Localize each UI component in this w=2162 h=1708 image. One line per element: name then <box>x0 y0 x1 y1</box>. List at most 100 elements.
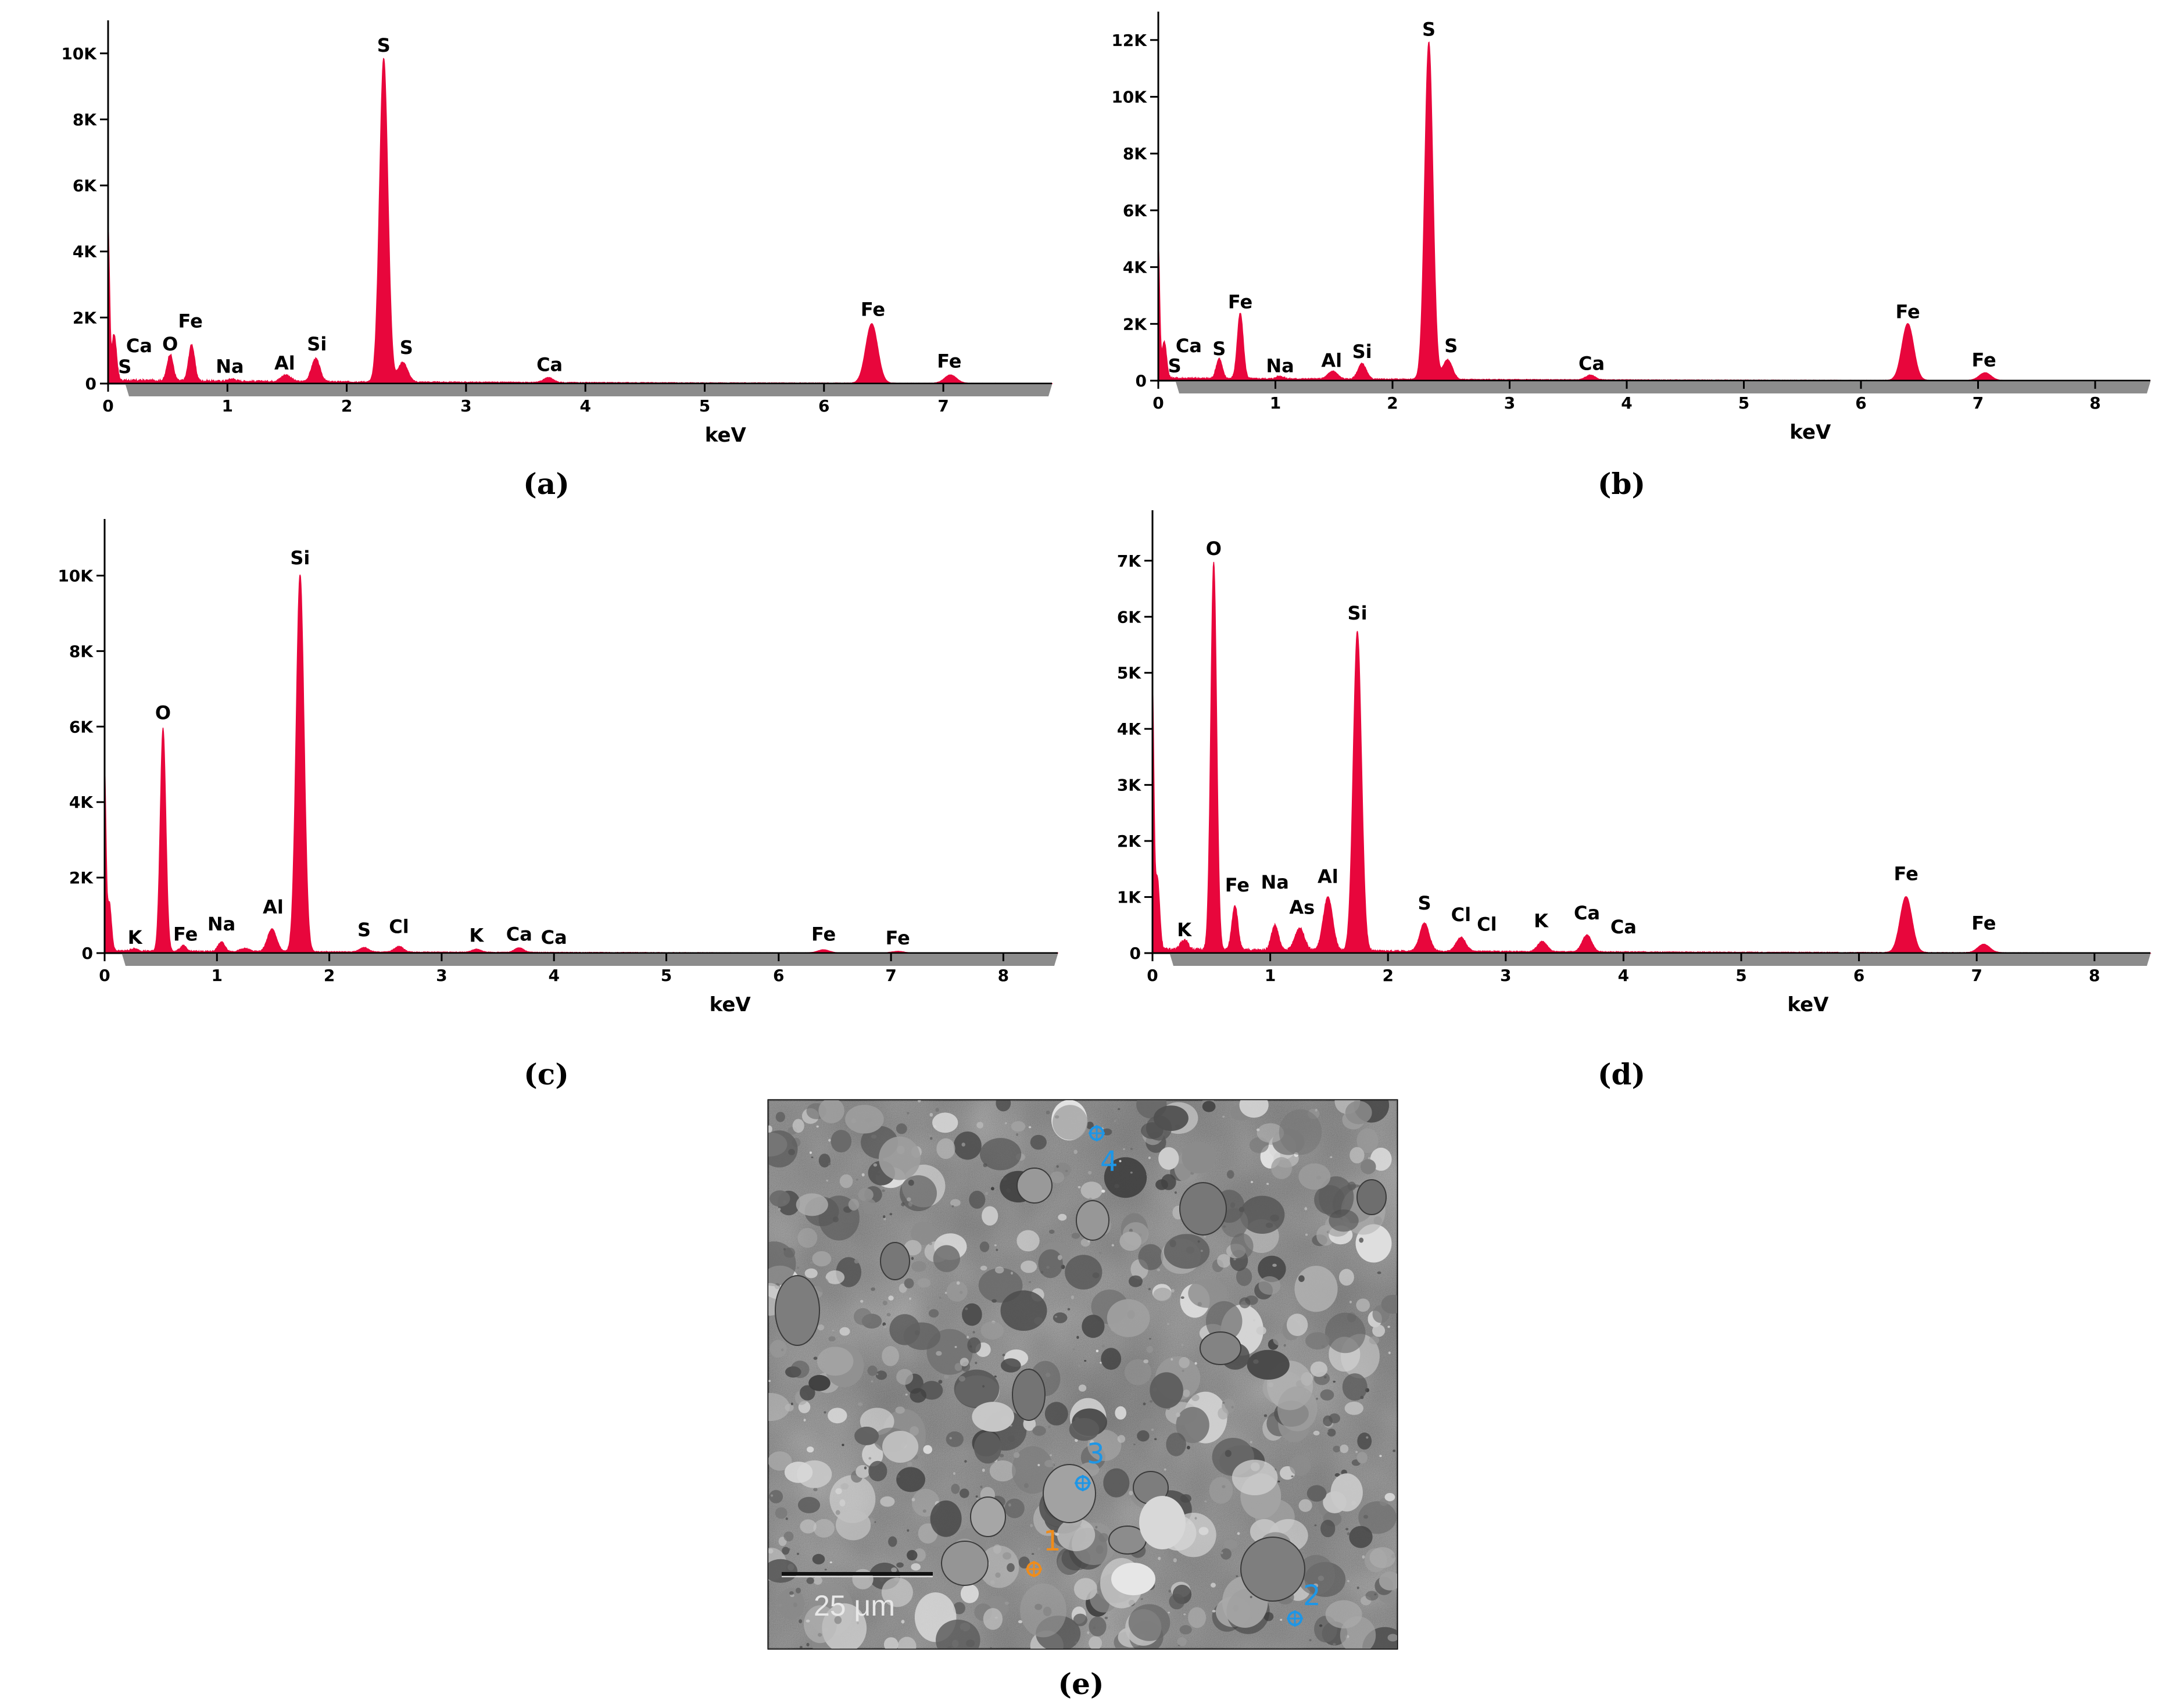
sem-particle <box>883 1637 899 1649</box>
sem-particle <box>1200 1249 1203 1252</box>
sem-particle <box>1239 1297 1251 1309</box>
sem-particle <box>1220 1548 1232 1560</box>
peak-label: Fe <box>1228 291 1252 313</box>
sem-particle <box>828 1336 836 1342</box>
sem-particle <box>989 1460 1016 1482</box>
sem-grain-large <box>1016 1168 1053 1204</box>
peak-label: S <box>1168 355 1182 377</box>
sem-particle <box>782 1546 790 1555</box>
sem-particle <box>856 1179 859 1181</box>
sem-particle <box>1096 1349 1099 1352</box>
sem-particle <box>1240 1195 1285 1234</box>
marker-2: 2 <box>1287 1580 1321 1627</box>
sem-particle <box>828 1138 831 1142</box>
sem-particle <box>1291 1475 1294 1477</box>
sem-particle <box>1310 1361 1327 1377</box>
sem-particle <box>1359 1237 1364 1243</box>
sem-particle <box>1101 1190 1105 1193</box>
sem-particle <box>828 1162 831 1165</box>
sem-particle <box>907 1112 910 1115</box>
sem-particle <box>881 1577 913 1607</box>
y-tick-label: 6K <box>1117 607 1141 626</box>
sem-particle <box>913 1548 926 1562</box>
sem-particle <box>1173 1558 1177 1563</box>
sem-particle <box>1181 1343 1184 1347</box>
sem-particle <box>1338 1269 1354 1286</box>
y-tick-label: 1K <box>1117 888 1141 907</box>
sem-particle <box>1183 1389 1190 1397</box>
sem-particle <box>1037 1547 1040 1551</box>
sem-particle <box>897 1637 917 1649</box>
sem-particle <box>1372 1324 1386 1337</box>
x-tick-label: 8 <box>2089 966 2100 985</box>
sem-particle <box>926 1306 929 1309</box>
sem-particle <box>1355 1451 1358 1453</box>
x-tick-label: 4 <box>1621 393 1632 413</box>
sem-particle <box>1333 1445 1341 1453</box>
sem-particle <box>1035 1603 1042 1610</box>
sem-particle <box>1107 1625 1111 1630</box>
sem-grain-large <box>880 1242 910 1280</box>
peak-label: Fe <box>1225 874 1250 896</box>
peak-label: S <box>1212 338 1226 360</box>
x-tick-label: 3 <box>436 966 447 985</box>
sem-particle <box>839 1174 853 1188</box>
sem-particle <box>1247 1349 1290 1380</box>
sem-particle <box>1011 1121 1026 1132</box>
sem-particle <box>954 1363 962 1372</box>
sem-particle <box>910 1388 926 1403</box>
sem-particle <box>1169 1240 1176 1248</box>
sem-particle <box>1268 1297 1272 1300</box>
sem-particle <box>1125 1359 1152 1385</box>
sem-particle <box>832 1330 835 1331</box>
peak-label: K <box>469 925 484 947</box>
x-tick-label: 1 <box>1265 966 1276 985</box>
sem-particle <box>944 1374 949 1379</box>
sem-particle <box>1174 1191 1177 1194</box>
sem-particle <box>1129 1229 1133 1233</box>
sem-particle <box>1319 1176 1354 1218</box>
sem-particle <box>1334 1473 1340 1477</box>
sem-particle <box>896 1369 914 1385</box>
sem-particle <box>1143 1402 1146 1406</box>
sem-particle <box>1057 1519 1096 1552</box>
sem-particle <box>1111 1244 1115 1247</box>
sem-particle <box>809 1151 812 1154</box>
sem-particle <box>1078 1384 1087 1392</box>
sem-particle <box>768 1548 774 1554</box>
sem-particle <box>804 1268 818 1279</box>
sem-particle <box>835 1510 840 1515</box>
sem-particle <box>1004 1122 1007 1125</box>
sem-particle <box>1329 1209 1359 1232</box>
sem-particle <box>1024 1155 1035 1168</box>
sem-particle <box>1205 1301 1243 1341</box>
sem-particle <box>1360 1395 1364 1399</box>
sem-particle <box>1030 1524 1033 1527</box>
sem-particle <box>871 1134 877 1139</box>
sem-particle <box>1223 1539 1238 1549</box>
sem-particle <box>879 1136 921 1180</box>
marker-4-label: 4 <box>1100 1145 1118 1178</box>
x-tick-label: 0 <box>99 966 110 985</box>
x-tick-label: 0 <box>102 396 113 416</box>
sem-particle <box>1188 1607 1207 1628</box>
sem-particle <box>990 1187 994 1191</box>
sem-particle <box>1333 1643 1336 1646</box>
sem-particle <box>983 1163 987 1168</box>
sem-particle <box>1252 1319 1255 1322</box>
sem-particle <box>768 1380 771 1382</box>
sem-particle <box>964 1460 967 1463</box>
sem-particle <box>1155 1179 1168 1190</box>
x-tick-label: 8 <box>998 966 1009 985</box>
sem-particle <box>903 1322 941 1350</box>
sem-particle <box>1052 1105 1088 1140</box>
sem-particle <box>1082 1315 1105 1338</box>
peak-label: Ca <box>506 923 532 946</box>
sem-particle <box>1067 1308 1071 1310</box>
peak-label: As <box>1289 896 1315 918</box>
sem-particle <box>995 1572 1001 1578</box>
sem-particle <box>1169 1594 1185 1610</box>
y-tick-label: 7K <box>1117 552 1141 571</box>
sem-particle <box>1233 1258 1236 1261</box>
y-tick-label: 10K <box>1111 88 1147 107</box>
